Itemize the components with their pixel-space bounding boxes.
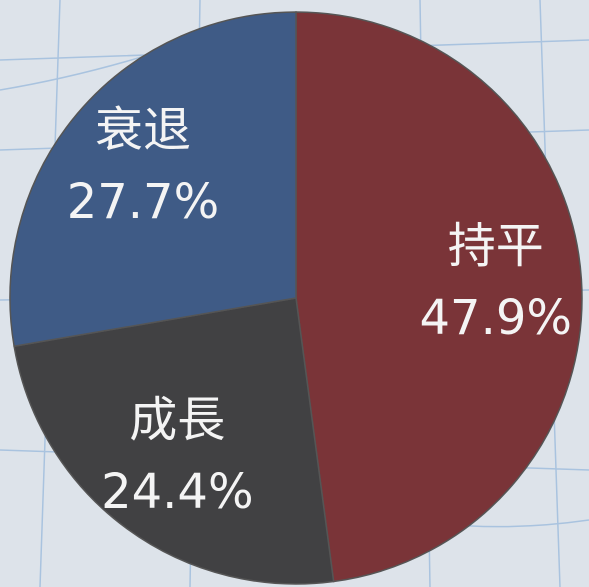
slice-label: 持平 — [448, 218, 544, 274]
pie-slice — [295, 11, 583, 583]
slice-value-label: 47.9% — [420, 290, 572, 346]
pie-slice — [13, 297, 335, 585]
slice-value-label: 24.4% — [101, 464, 253, 520]
slice-label: 衰退 — [95, 102, 191, 158]
slice-label: 成長 — [129, 392, 225, 448]
pie — [9, 11, 583, 585]
slice-value-label: 27.7% — [67, 174, 219, 230]
pie-slice — [9, 11, 297, 348]
